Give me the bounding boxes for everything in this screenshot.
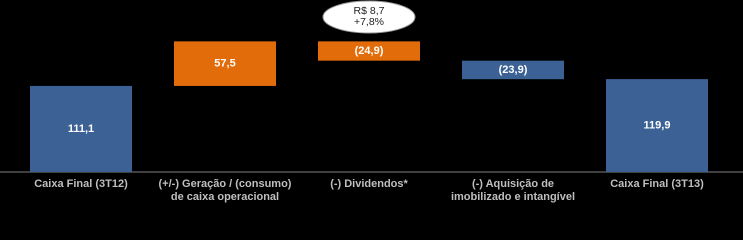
x-tick-label: (+/-) Geração / (consumo) de caixa opera… [158, 178, 292, 203]
annotation: R$ 8,7 +7,8% [353, 5, 385, 28]
bar [606, 79, 708, 172]
annotation-bubble [322, 0, 416, 34]
x-tick-label: Caixa Final (3T12) [34, 178, 128, 190]
x-tick-label: (-) Aquisição de imobilizado e intangíve… [450, 178, 576, 203]
value-label: 111,1 [68, 123, 94, 135]
x-tick-label: (-) Dividendos* [330, 178, 408, 190]
value-label: (23,9) [499, 64, 528, 76]
chart-canvas: 111,1 57,5 (24,9) (23,9) 119,9 [0, 0, 743, 173]
bar [318, 41, 420, 61]
bar [30, 85, 132, 172]
bar [462, 60, 564, 80]
chart: 111,1 57,5 (24,9) (23,9) 119,9 Caixa Final (… [0, 0, 743, 203]
value-label: (24,9) [355, 45, 384, 57]
value-label: 119,9 [644, 119, 671, 131]
x-tick-label: Caixa Final (3T13) [610, 178, 704, 190]
bar [174, 41, 276, 86]
value-label: 57,5 [214, 58, 235, 70]
